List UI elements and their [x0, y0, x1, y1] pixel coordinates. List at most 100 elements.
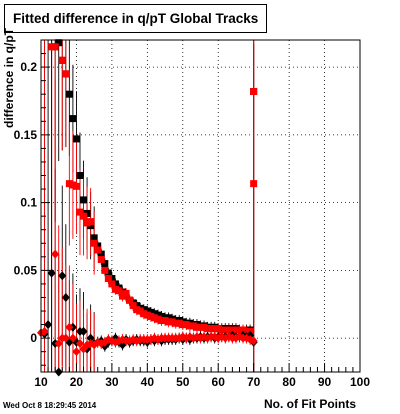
data-point-square: [97, 256, 105, 264]
data-point-square: [150, 310, 158, 318]
data-point-square: [204, 325, 212, 333]
data-point-square: [111, 285, 119, 293]
data-point-square: [65, 90, 73, 98]
data-point-square: [80, 196, 88, 204]
data-point-square: [193, 323, 201, 331]
data-point-square: [90, 234, 98, 242]
data-point-square: [150, 314, 158, 322]
data-point-square: [104, 274, 112, 282]
data-point-square: [65, 180, 73, 188]
axis-ticks: 10 20 30 40 50 60 70 80 90 100 0 0.05 0.1 0.15 0.2: [14, 39, 370, 389]
data-point-diamond: [58, 271, 67, 281]
data-point-square: [239, 326, 247, 334]
x-tick-label: 70: [247, 375, 261, 389]
data-point-square: [136, 307, 144, 315]
data-point-square: [133, 306, 141, 314]
data-point-square: [250, 87, 258, 95]
data-point-diamond: [40, 326, 49, 336]
data-point-square: [218, 326, 226, 334]
data-point-diamond: [72, 347, 81, 357]
x-tick-label: 10: [34, 375, 48, 389]
data-point-square: [147, 312, 155, 320]
chart-title: Fitted difference in q/pT Global Tracks: [4, 4, 268, 33]
data-point-square: [51, 43, 59, 51]
x-axis-label: No. of Fit Points: [264, 397, 356, 411]
data-point-square: [214, 325, 222, 333]
plot-frame: [40, 39, 361, 373]
data-point-square: [143, 311, 151, 319]
data-point-diamond: [61, 292, 70, 302]
x-tick-label: 30: [105, 375, 119, 389]
data-point-square: [147, 308, 155, 316]
data-point-diamond: [51, 249, 60, 259]
data-point-square: [62, 70, 70, 78]
data-point-square: [97, 250, 105, 258]
data-point-square: [200, 323, 208, 331]
data-point-square: [235, 326, 243, 334]
x-tick-label: 60: [212, 375, 226, 389]
data-point-square: [158, 317, 166, 325]
y-tick-label: 0: [30, 331, 37, 345]
data-point-diamond: [79, 326, 88, 336]
data-point-square: [165, 318, 173, 326]
data-point-square: [122, 289, 130, 297]
data-point-square: [108, 280, 116, 288]
data-point-square: [175, 319, 183, 327]
error-bars: [40, 40, 255, 372]
x-tick-label: 100: [350, 375, 370, 389]
timestamp: Wed Oct 8 18:29:45 2014: [3, 401, 97, 410]
data-point-square: [140, 310, 148, 318]
data-point-square: [83, 219, 91, 227]
data-point-square: [55, 39, 63, 47]
data-point-square: [211, 325, 219, 333]
data-point-square: [186, 322, 194, 330]
data-point-square: [94, 246, 102, 254]
data-point-square: [94, 242, 102, 250]
data-point-square: [119, 288, 127, 296]
data-point-diamond: [86, 333, 95, 343]
data-point-square: [76, 172, 84, 180]
data-point-square: [197, 323, 204, 331]
data-point-square: [87, 222, 95, 230]
data-point-square: [129, 302, 137, 310]
data-point-square: [133, 302, 141, 310]
data-point-square: [179, 321, 187, 329]
data-point-diamond: [44, 320, 53, 330]
y-tick-label: 0.2: [20, 60, 37, 74]
data-point-square: [182, 321, 190, 329]
data-point-diamond: [75, 339, 84, 349]
data-point-diamond: [65, 322, 74, 332]
data-point-square: [101, 260, 109, 268]
data-point-square: [104, 269, 112, 277]
x-tick-label: 80: [282, 375, 296, 389]
x-tick-label: 90: [318, 375, 332, 389]
data-point-square: [243, 327, 251, 335]
data-point-square: [87, 218, 95, 226]
y-tick-label: 0.1: [20, 196, 37, 210]
data-point-diamond: [68, 333, 77, 343]
data-markers: [37, 39, 258, 377]
x-tick-label: 40: [141, 375, 155, 389]
data-point-square: [126, 296, 134, 304]
y-tick-label: 0.15: [14, 128, 38, 142]
y-tick-label: 0.05: [14, 263, 38, 277]
data-point-square: [158, 312, 166, 320]
data-point-square: [165, 314, 173, 322]
data-point-square: [143, 307, 151, 315]
data-point-square: [115, 287, 123, 295]
data-point-square: [232, 326, 240, 334]
data-point-square: [69, 181, 77, 189]
data-point-square: [168, 318, 176, 326]
data-point-square: [140, 306, 148, 314]
data-point-diamond: [249, 336, 258, 346]
data-point-square: [48, 43, 56, 51]
data-point-square: [207, 325, 215, 333]
data-point-square: [189, 322, 197, 330]
data-point-square: [69, 115, 77, 123]
data-point-square: [111, 280, 119, 288]
data-point-diamond: [61, 333, 70, 343]
data-point-square: [225, 326, 233, 334]
x-tick-label: 20: [70, 375, 84, 389]
data-point-square: [58, 56, 66, 64]
